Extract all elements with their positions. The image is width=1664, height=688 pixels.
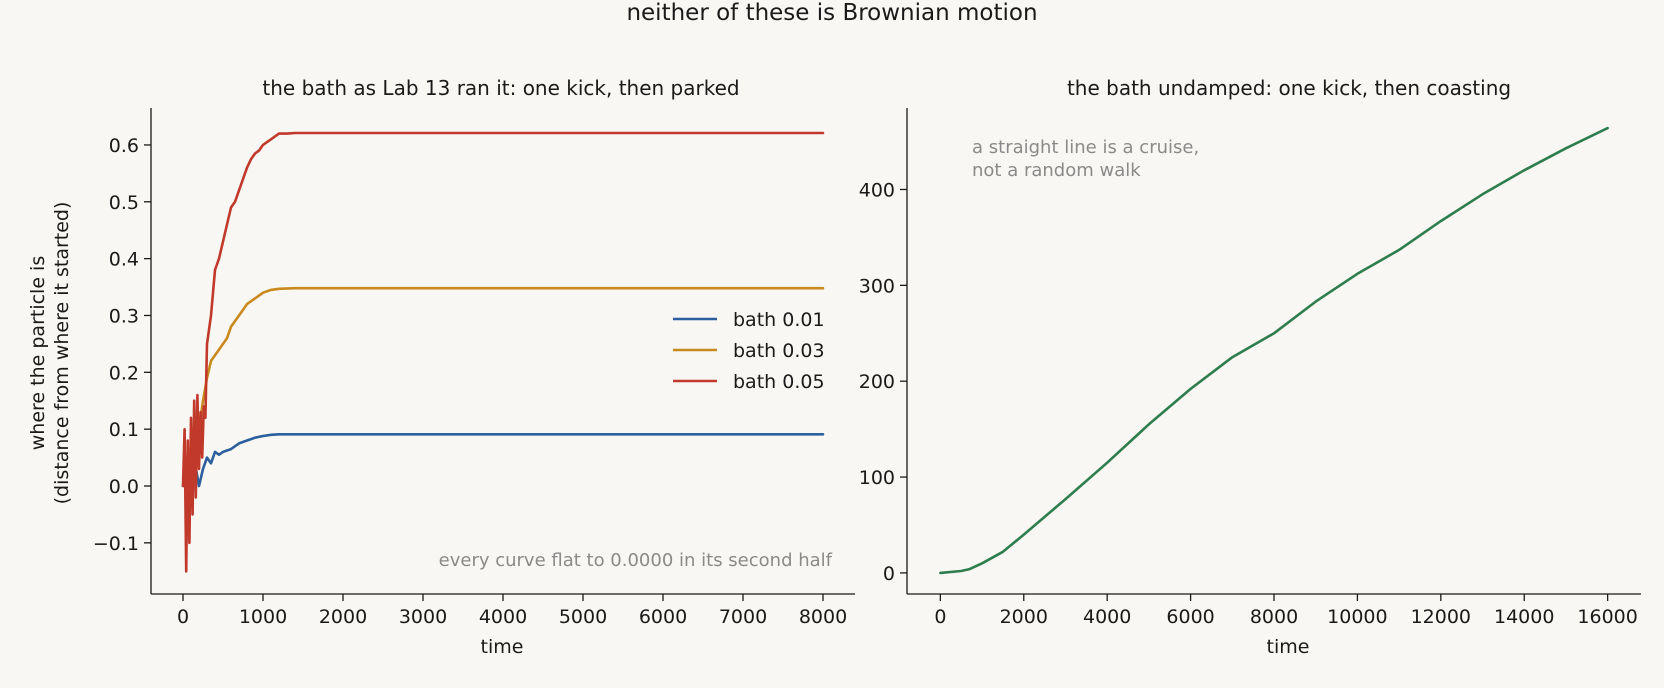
right-axis-ticks: 0 2000 4000 6000 8000 10000 12000 14000 16000 0 10…	[859, 179, 1638, 628]
right-x-tick-label: 10000	[1327, 606, 1387, 628]
left-y-tick-label: 0.4	[109, 249, 139, 271]
right-y-tick-label: 0	[883, 563, 895, 585]
left-x-tick-label: 6000	[639, 606, 687, 628]
left-y-tick-label: −0.1	[93, 533, 139, 555]
right-x-tick-label: 0	[934, 606, 946, 628]
right-x-tick-label: 8000	[1250, 606, 1298, 628]
right-x-axis-label: time	[1267, 636, 1310, 658]
right-series-line-0	[939, 126, 1609, 575]
right-panel-title: the bath undamped: one kick, then coasti…	[1067, 76, 1511, 100]
right-x-tick-label: 4000	[1083, 606, 1131, 628]
right-x-tick-label: 16000	[1577, 606, 1637, 628]
left-x-tick-label: 7000	[719, 606, 767, 628]
right-y-tick-label: 100	[859, 467, 895, 489]
left-x-axis-label: time	[481, 636, 524, 658]
left-panel: the bath as Lab 13 ran it: one kick, the…	[27, 76, 855, 658]
right-x-tick-label: 12000	[1411, 606, 1471, 628]
left-panel-title: the bath as Lab 13 ran it: one kick, the…	[262, 76, 739, 100]
right-x-tick-label: 6000	[1166, 606, 1214, 628]
left-y-tick-label: 0.1	[109, 419, 139, 441]
right-x-tick-label: 14000	[1494, 606, 1554, 628]
left-x-tick-label: 4000	[479, 606, 527, 628]
legend-label: bath 0.01	[733, 309, 825, 331]
legend-label: bath 0.03	[733, 340, 825, 362]
left-y-tick-label: 0.6	[109, 135, 139, 157]
right-y-tick-label: 300	[859, 275, 895, 297]
left-x-tick-label: 1000	[239, 606, 287, 628]
left-axis-ticks: 0 1000 2000 3000 4000 5000 6000 7000 8000 −0.1 0.0…	[93, 135, 847, 628]
right-plot-area	[939, 126, 1609, 575]
left-y-tick-label: 0.2	[109, 362, 139, 384]
left-y-tick-label: 0.3	[109, 305, 139, 327]
left-x-tick-label: 8000	[799, 606, 847, 628]
right-annotation-line2: not a random walk	[972, 160, 1141, 181]
left-y-axis-label-line1: where the particle is	[27, 256, 49, 451]
right-annotation-line1: a straight line is a cruise,	[972, 137, 1199, 158]
left-y-axis-label-line2: (distance from where it started)	[51, 202, 73, 505]
left-y-tick-label: 0.5	[109, 192, 139, 214]
left-series-line-0	[181, 432, 825, 499]
left-annotation: every curve flat to 0.0000 in its second…	[439, 550, 833, 571]
left-x-tick-label: 0	[177, 606, 189, 628]
right-panel: the bath undamped: one kick, then coasti…	[859, 76, 1641, 658]
figure-suptitle: neither of these is Brownian motion	[626, 0, 1037, 26]
legend-label: bath 0.05	[733, 371, 825, 393]
left-x-tick-label: 2000	[319, 606, 367, 628]
right-x-tick-label: 2000	[1000, 606, 1048, 628]
left-y-tick-label: 0.0	[109, 476, 139, 498]
left-plot-area	[181, 131, 825, 573]
right-y-tick-label: 200	[859, 371, 895, 393]
left-x-tick-label: 3000	[399, 606, 447, 628]
left-legend: bath 0.01 bath 0.03 bath 0.05	[673, 309, 825, 393]
left-series-line-2	[181, 131, 825, 573]
right-y-tick-label: 400	[859, 179, 895, 201]
left-series-line-1	[181, 286, 825, 505]
left-x-tick-label: 5000	[559, 606, 607, 628]
